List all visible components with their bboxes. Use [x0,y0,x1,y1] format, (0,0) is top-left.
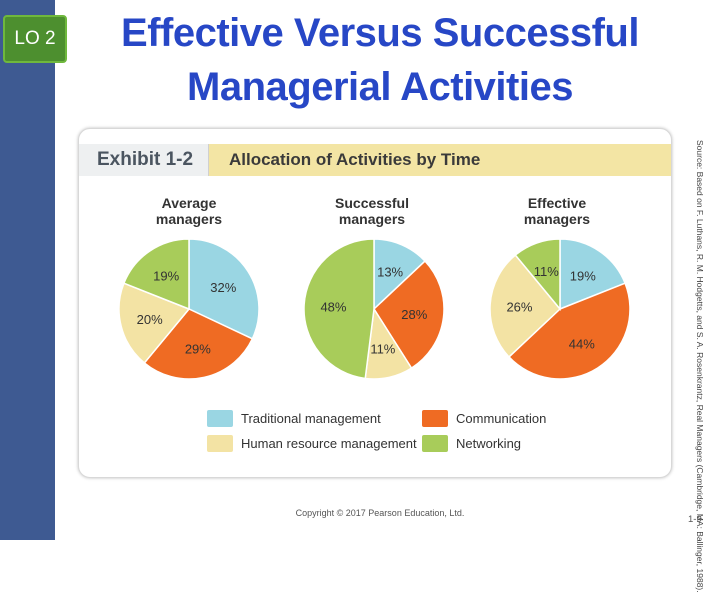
pie-data-label: 19% [570,268,596,283]
pie-slice-successful-1 [373,260,445,370]
pie-data-label: 19% [153,268,179,283]
source-note: Source: Based on F. Luthans, R. M. Hodge… [689,140,705,593]
legend-label: Human resource management [241,436,417,451]
pie-data-label: 11% [370,342,395,357]
pie-data-label: 48% [320,299,346,314]
pie-data-label: 44% [569,336,595,351]
slide-title: Effective Versus Successful Managerial A… [85,6,675,114]
pie-slice-successful-3 [303,238,375,380]
legend-item-traditional: Traditional management [207,410,381,427]
left-accent-bar [0,0,55,540]
legend-label: Networking [456,436,522,451]
pie-label-line: Successful [335,195,409,211]
legend-item-networking: Networking [422,435,521,452]
legend-swatch [422,435,448,452]
pie-slice-effective-1 [507,282,631,380]
pie-label-effective: Effective managers [492,195,622,227]
pie-label-line: managers [338,211,406,227]
pie-slice-average-3 [122,238,190,311]
learning-objective-badge: LO 2 [3,15,67,63]
pie-label-line: Average [161,195,217,211]
pie-label-line: Effective [527,195,587,211]
pie-slice-effective-0 [559,238,627,311]
exhibit-number: Exhibit 1-2 [79,144,209,176]
title-line-1: Effective Versus Successful [121,11,639,55]
pie-data-label: 28% [401,307,427,322]
pie-label-successful: Successful managers [307,195,437,227]
pie-charts: 32% 29% 20% 19% 13% 28% 11% 48% 19% 44% 26% 11% [118,238,631,380]
exhibit-panel: Exhibit 1-2 Allocation of Activities by … [78,128,672,478]
pie-label-line: managers [523,211,591,227]
legend-item-human-resource: Human resource management [207,435,417,452]
source-note-text: Source: Based on F. Luthans, R. M. Hodge… [695,140,705,593]
pie-data-label: 11% [534,264,559,279]
page-number: 1-9 [688,514,702,525]
pie-data-label: 29% [185,342,211,357]
legend-label: Traditional management [241,411,381,426]
pie-data-label: 26% [506,299,532,314]
pie-data-label: 13% [377,265,403,280]
pie-slice-effective-3 [514,238,561,312]
pie-slice-successful-0 [373,238,427,311]
legend-item-communication: Communication [422,410,546,427]
pie-label-line: managers [155,211,223,227]
pie-slice-average-2 [118,282,191,364]
pie-slice-effective-2 [489,254,562,358]
legend-swatch [422,410,448,427]
copyright: Copyright © 2017 Pearson Education, Ltd. [295,508,465,518]
title-line-2: Managerial Activities [187,65,573,109]
exhibit-header: Exhibit 1-2 Allocation of Activities by … [79,144,671,176]
pie-slice-average-1 [143,308,254,380]
pie-data-label: 32% [210,280,236,295]
legend-label: Communication [456,411,547,426]
legend-swatch [207,435,233,452]
exhibit-title: Allocation of Activities by Time [229,150,481,169]
pie-label-average: Average managers [124,195,254,227]
pie-slice-average-0 [188,238,260,340]
pie-data-label: 20% [137,312,163,327]
legend-swatch [207,410,233,427]
